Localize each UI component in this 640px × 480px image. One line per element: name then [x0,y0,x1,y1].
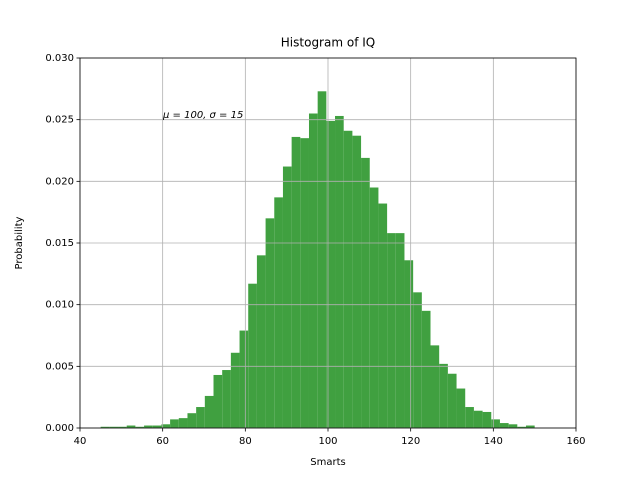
bar [118,426,127,428]
y-tick-label: 0.010 [45,300,74,311]
annotation: μ = 100, σ = 15 [162,110,243,121]
bar [291,136,301,428]
bar [395,233,405,428]
bar [144,425,153,428]
bar [230,352,240,428]
bar [170,419,179,428]
bar [508,424,518,428]
bar [109,426,119,428]
bar [473,410,483,428]
x-axis-label: Smarts [310,457,345,468]
bar [204,395,214,428]
y-tick-label: 0.005 [45,361,74,372]
x-tick-label: 140 [484,436,503,447]
y-tick-label: 0.025 [45,115,74,126]
bar [343,130,353,428]
bar [491,419,500,428]
bar [152,425,162,428]
x-tick-label: 160 [566,436,585,447]
x-tick-label: 120 [401,436,420,447]
bar [265,218,275,428]
bar [413,292,422,428]
bar [222,370,231,428]
y-tick-label: 0.015 [45,238,74,249]
y-tick-label: 0.000 [45,423,74,434]
bar [239,330,249,428]
bar [308,113,318,428]
bar [326,120,336,429]
x-tick-label: 60 [156,436,169,447]
bar [517,426,526,428]
x-tick-label: 100 [318,436,337,447]
bar [421,310,431,428]
bar [196,407,205,428]
bar [456,388,466,428]
bar [499,423,509,428]
bar [213,374,223,428]
bar [482,411,492,428]
bar [161,424,171,428]
bar [404,260,414,428]
bar [282,166,292,429]
y-tick-label: 0.030 [45,53,74,64]
bar [100,426,110,428]
bar [352,135,362,428]
bar [430,345,440,428]
bar [465,407,474,428]
bar [187,413,197,428]
x-tick-label: 80 [239,436,252,447]
bar [369,187,379,428]
bar [248,283,257,428]
plot-frame [79,57,577,429]
bar [361,157,370,428]
bar [256,255,266,428]
bar [378,203,388,428]
y-axis-label: Probability [14,216,25,269]
bar [274,197,283,428]
bar [447,373,457,428]
bar [317,91,327,429]
bar [439,363,448,428]
bar [387,233,396,428]
bar [335,115,344,428]
bar [300,138,309,428]
y-tick-label: 0.020 [45,176,74,187]
bar [525,425,535,428]
bar [178,418,188,428]
chart-title: Histogram of IQ [281,36,375,50]
bar [135,426,145,428]
x-tick-label: 40 [74,436,87,447]
bar [126,425,136,428]
